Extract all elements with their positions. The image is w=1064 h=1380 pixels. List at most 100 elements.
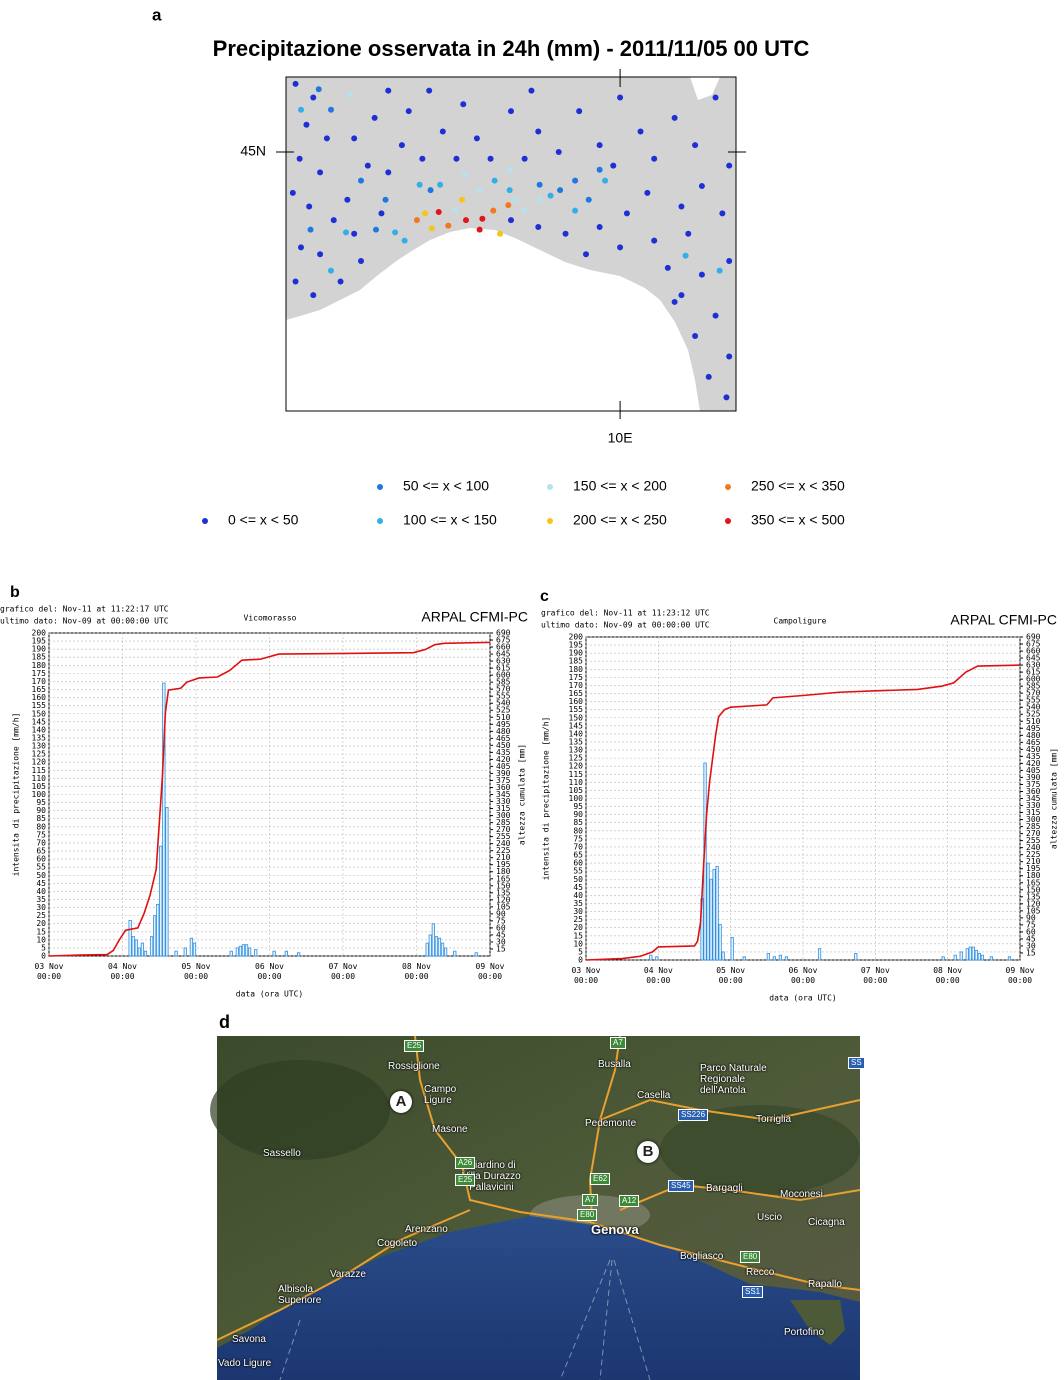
x-tick-label: 09 Nov 00:00 xyxy=(475,962,505,981)
place-label: Recco xyxy=(746,1267,775,1278)
place-label: Busalla xyxy=(598,1059,631,1070)
y-tick-label: 165 xyxy=(32,685,47,694)
bar xyxy=(128,920,132,957)
station-point xyxy=(315,86,322,93)
y-tick-label: 155 xyxy=(569,705,584,714)
y2-tick-label: 525 xyxy=(496,706,511,715)
y-tick-label: 120 xyxy=(569,762,584,771)
station-point xyxy=(726,162,733,169)
y2-tick-label: 435 xyxy=(1026,752,1041,761)
x-tick-label: 06 Nov 00:00 xyxy=(788,966,818,985)
y-tick-label: 75 xyxy=(36,830,46,839)
station-point xyxy=(378,210,385,217)
station-point xyxy=(547,192,554,199)
legend-label: 0 <= x < 50 xyxy=(228,512,299,528)
station-point xyxy=(445,222,452,229)
bar xyxy=(953,954,957,961)
station-point xyxy=(637,128,644,135)
x-tick-label: 04 Nov 00:00 xyxy=(643,966,673,985)
station-point xyxy=(437,181,444,188)
station-point xyxy=(306,203,313,210)
station-point xyxy=(298,106,304,113)
station-point xyxy=(439,128,446,135)
legend-marker xyxy=(202,518,208,524)
y-tick-label: 140 xyxy=(569,729,584,738)
y-tick-label: 70 xyxy=(573,842,583,851)
y-tick-label: 140 xyxy=(32,725,47,734)
place-label: Campo Ligure xyxy=(424,1084,457,1106)
y-tick-label: 60 xyxy=(36,855,46,864)
bar xyxy=(140,942,145,957)
y-tick-label: 150 xyxy=(32,709,47,718)
y-tick-label: 10 xyxy=(36,935,46,944)
bar xyxy=(854,953,858,961)
bar xyxy=(453,950,457,957)
station-point xyxy=(719,210,726,217)
y-tick-label: 150 xyxy=(569,713,584,722)
bar xyxy=(721,951,725,961)
y-tick-label: 85 xyxy=(36,814,46,823)
station-point xyxy=(398,142,405,149)
roads xyxy=(216,1035,861,1341)
y2-tick-label: 315 xyxy=(1026,808,1041,817)
station-point xyxy=(317,251,324,258)
legend-marker xyxy=(547,518,553,524)
station-point xyxy=(358,258,364,265)
y2-tick-label: 165 xyxy=(1026,878,1041,887)
station-point xyxy=(298,244,304,251)
y2-tick-label: 645 xyxy=(496,650,511,659)
place-label: Varazze xyxy=(330,1269,366,1280)
bar xyxy=(718,924,722,961)
y-tick-label: 45N xyxy=(240,143,266,159)
bar xyxy=(971,946,975,961)
station-point xyxy=(351,230,358,237)
y-tick-label: 175 xyxy=(569,673,584,682)
y-tick-label: 65 xyxy=(573,851,583,860)
y2-tick-label: 360 xyxy=(496,783,511,792)
x-axis-label: data (ora UTC) xyxy=(236,990,303,999)
station-point xyxy=(505,202,512,209)
road-sign: E25 xyxy=(404,1040,425,1052)
station-point xyxy=(705,373,712,380)
y2-tick-label: 30 xyxy=(1026,941,1036,950)
road-sign: E80 xyxy=(577,1209,598,1221)
y2-tick-label: 60 xyxy=(1026,927,1036,936)
x-tick-label: 05 Nov 00:00 xyxy=(181,962,211,981)
y-tick-label: 190 xyxy=(569,649,584,658)
y2-tick-label: 555 xyxy=(496,692,511,701)
station-point xyxy=(435,208,442,215)
station-point xyxy=(712,94,719,101)
y-tick-label: 165 xyxy=(569,689,584,698)
y2-tick-label: 315 xyxy=(496,804,511,813)
bar xyxy=(159,845,163,957)
y-tick-label: 20 xyxy=(36,919,46,928)
road-sign: SS xyxy=(848,1057,865,1069)
x-tick-label: 03 Nov 00:00 xyxy=(34,962,64,981)
y-tick-label: 115 xyxy=(569,770,584,779)
x-tick-label: 09 Nov 00:00 xyxy=(1005,966,1035,985)
x-tick-label: 07 Nov 00:00 xyxy=(860,966,890,985)
station-point xyxy=(596,223,603,230)
station-point xyxy=(328,106,334,113)
y2-tick-label: 630 xyxy=(496,657,511,666)
place-label: Genova xyxy=(591,1222,639,1237)
land-gap xyxy=(690,77,720,100)
promontory xyxy=(790,1300,845,1345)
station-point xyxy=(596,142,603,149)
y2-tick-label: 390 xyxy=(1026,773,1041,782)
station-point xyxy=(644,189,651,196)
station-point xyxy=(422,210,429,217)
shipping-lanes xyxy=(279,1259,651,1380)
y-tick-label: 45 xyxy=(36,879,46,888)
station-point xyxy=(473,135,480,142)
y-tick-label: 135 xyxy=(569,737,584,746)
bar xyxy=(474,952,478,957)
bar xyxy=(238,945,243,957)
y2-tick-label: 285 xyxy=(496,818,511,827)
station-point xyxy=(572,177,579,184)
station-point xyxy=(723,394,730,401)
y-tick-label: 145 xyxy=(569,721,584,730)
station-point xyxy=(458,196,465,203)
legend-label: 200 <= x < 250 xyxy=(573,512,667,528)
station-point xyxy=(289,189,296,196)
